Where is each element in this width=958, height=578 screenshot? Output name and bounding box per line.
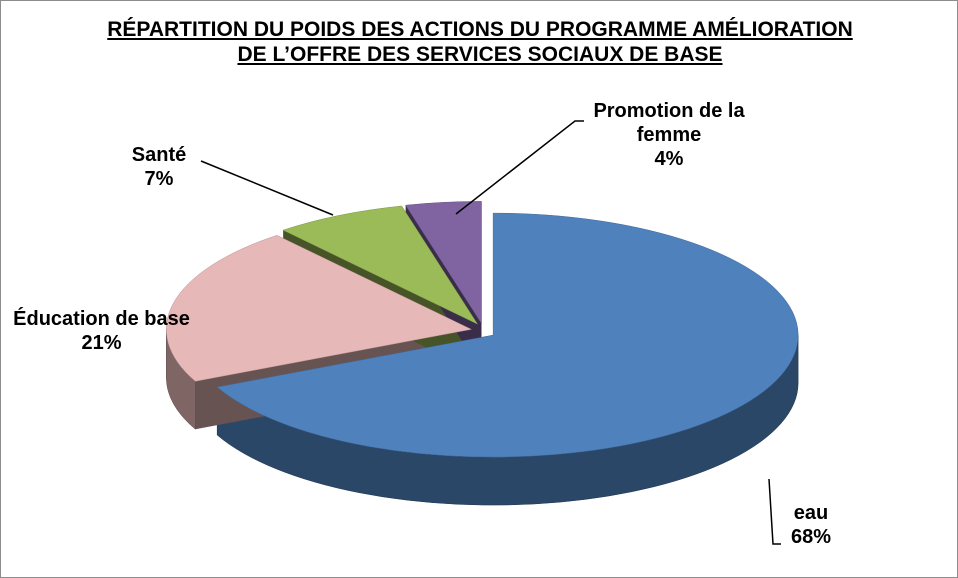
leader-line [200,160,334,216]
label-value: 7% [144,168,174,190]
label-category: Promotion de la femme [593,100,745,146]
label-category: Santé [131,144,187,166]
label-category: Éducation de base [13,308,190,330]
label-value: 68% [790,526,832,548]
slice [166,235,473,382]
slice [216,212,799,458]
chart-title: RÉPARTITION DU POIDS DES ACTIONS DU PROG… [107,18,853,66]
leader-line [768,478,781,545]
slice [282,205,479,325]
data-label: eau 68% [761,501,861,549]
label-value: 4% [654,148,684,170]
slice [405,201,482,325]
data-label: Éducation de base 21% [9,307,194,355]
leader-line [455,120,584,215]
data-label: Promotion de la femme 4% [569,99,769,171]
label-value: 21% [81,332,122,354]
data-label: Santé 7% [109,143,209,191]
label-category: eau [793,502,829,524]
